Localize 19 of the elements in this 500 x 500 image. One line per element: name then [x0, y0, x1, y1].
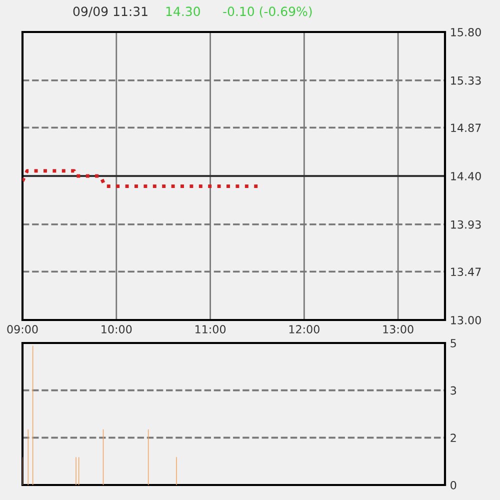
x-tick-label: 11:00 [195, 325, 226, 334]
y-tick-label: 15.33 [451, 76, 481, 85]
y-tick-label: 2 [450, 434, 456, 442]
x-tick-label: 10:00 [102, 325, 132, 334]
text: -0.10 (-0.69%) [223, 6, 312, 18]
y-tick-label: 13.47 [451, 268, 481, 276]
text: 14.30 [166, 6, 200, 16]
x-tick-label: 09:00 [7, 325, 38, 334]
y-tick-label: 3 [450, 386, 456, 395]
y-tick-label: 13.00 [451, 316, 481, 324]
y-tick-label: 14.40 [451, 172, 481, 180]
y-tick-label: 13.93 [451, 220, 481, 229]
y-tick-label: 0 [450, 480, 456, 490]
chart-title: 09/09 11:31 [73, 6, 148, 18]
y-tick-label: 5 [450, 339, 456, 348]
y-tick-label: 15.80 [451, 28, 481, 36]
y-tick-label: 14.87 [451, 124, 481, 132]
x-tick-label: 13:00 [383, 325, 414, 334]
x-tick-label: 12:00 [289, 325, 320, 334]
